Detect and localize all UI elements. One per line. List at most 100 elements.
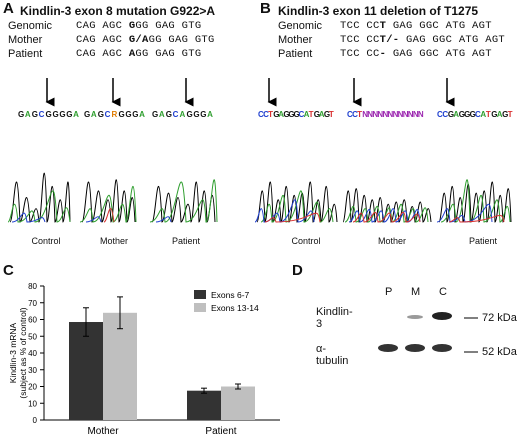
band-kindlin-control — [432, 312, 452, 320]
band-tubulin-mother — [405, 344, 425, 352]
base-call: A — [480, 110, 486, 119]
lane-label: P — [385, 286, 393, 298]
base-call: G — [32, 110, 38, 119]
base-call: N — [403, 110, 409, 119]
base-call: C — [352, 110, 358, 119]
row-label: Genomic — [278, 20, 323, 32]
base-call: G — [502, 110, 508, 119]
base-call: N — [372, 110, 378, 119]
base-call: N — [362, 110, 368, 119]
base-call: A — [304, 110, 310, 119]
base-call: N — [377, 110, 383, 119]
base-call: N — [367, 110, 373, 119]
base-call: G — [166, 110, 172, 119]
panel-b-title: Kindlin-3 exon 11 deletion of T1275 — [278, 4, 479, 18]
sequence: TCC CC- GAG GGC ATG AGT — [340, 48, 492, 60]
row-label: Mother — [8, 34, 43, 46]
legend-swatch — [194, 303, 206, 312]
base-call: G — [118, 110, 124, 119]
blot-bands — [378, 312, 478, 353]
base-call: A — [319, 110, 325, 119]
base-call: G — [66, 110, 72, 119]
trace-caption: Control — [291, 236, 321, 246]
trace-mother — [342, 188, 432, 223]
base-call: C — [475, 110, 481, 119]
marker-label: 72 kDa — [482, 312, 517, 324]
base-call: G — [288, 110, 294, 119]
base-call: T — [268, 110, 273, 119]
base-call: G — [448, 110, 454, 119]
bar — [69, 322, 103, 420]
base-call: A — [278, 110, 284, 119]
base-call: C — [347, 110, 353, 119]
base-call: T — [329, 110, 334, 119]
legend-label: Exons 13-14 — [211, 303, 259, 313]
legend-label: Exons 6-7 — [211, 290, 250, 300]
lane-label: M — [411, 286, 421, 298]
base-call: G — [18, 110, 24, 119]
base-call: G — [470, 110, 476, 119]
trace-caption: Mother — [99, 236, 128, 246]
row-label: Patient — [278, 48, 313, 60]
row-label: Mother — [278, 34, 313, 46]
base-call: T — [486, 110, 491, 119]
sequence: CAG AGC G/AGG GAG GTG — [76, 34, 215, 46]
base-call: G — [98, 110, 104, 119]
base-call: G — [200, 110, 206, 119]
panel-c-label: C — [3, 262, 14, 279]
base-call: A — [453, 110, 459, 119]
base-call: R — [112, 110, 118, 119]
base-call: A — [497, 110, 503, 119]
bar — [221, 386, 255, 420]
base-call: G — [283, 110, 289, 119]
base-call: G — [186, 110, 192, 119]
base-call: G — [84, 110, 90, 119]
sequence: CAG AGC AGG GAG GTG — [76, 48, 202, 60]
base-call: A — [207, 110, 213, 119]
base-call: N — [388, 110, 394, 119]
x-category-label: Patient — [205, 426, 236, 437]
panel-a-title: Kindlin-3 exon 8 mutation G922>A — [20, 4, 216, 18]
base-call: G — [314, 110, 320, 119]
blot-row-label: Kindlin-3 — [316, 306, 353, 330]
y-tick-label: 50 — [28, 332, 37, 341]
y-tick-label: 0 — [33, 416, 38, 425]
y-tick-label: 80 — [28, 282, 37, 291]
base-call: C — [39, 110, 45, 119]
base-call: C — [442, 110, 448, 119]
legend-swatch — [194, 290, 206, 299]
base-call: N — [382, 110, 388, 119]
base-call: A — [139, 110, 145, 119]
base-call: N — [408, 110, 414, 119]
base-call: G — [132, 110, 138, 119]
band-kindlin-mother — [407, 315, 423, 319]
base-call: G — [193, 110, 199, 119]
panel-b-row-patient: Patient TCC CC- GAG GGC ATG AGT — [278, 48, 518, 62]
panel-b-row-genomic: Genomic TCC CCT GAG GGC ATG AGT — [278, 20, 518, 34]
base-call: A — [159, 110, 165, 119]
base-call: G — [491, 110, 497, 119]
y-tick-label: 40 — [28, 349, 37, 358]
trace-control — [255, 181, 338, 223]
panel-a-row-patient: Patient CAG AGC AGG GAG GTG — [8, 48, 248, 62]
base-call: C — [263, 110, 269, 119]
y-tick-label: 30 — [28, 366, 37, 375]
base-call: A — [180, 110, 186, 119]
base-call: G — [125, 110, 131, 119]
y-tick-label: 10 — [28, 399, 37, 408]
blot-row-label: α-tubulin — [316, 343, 349, 367]
trace-patient — [436, 179, 512, 223]
panel-d-label: D — [292, 262, 303, 279]
base-call: A — [91, 110, 97, 119]
row-label: Genomic — [8, 20, 53, 32]
y-tick-label: 60 — [28, 316, 37, 325]
x-category-label: Mother — [87, 426, 119, 437]
base-call: C — [299, 110, 305, 119]
sequence: TCC CCT GAG GGC ATG AGT — [340, 20, 492, 32]
base-call: C — [258, 110, 264, 119]
base-call: G — [152, 110, 158, 119]
sequence: CAG AGC GGG GAG GTG — [76, 20, 202, 32]
y-tick-label: 70 — [28, 299, 37, 308]
panel-a-label: A — [3, 0, 14, 17]
base-call: G — [293, 110, 299, 119]
